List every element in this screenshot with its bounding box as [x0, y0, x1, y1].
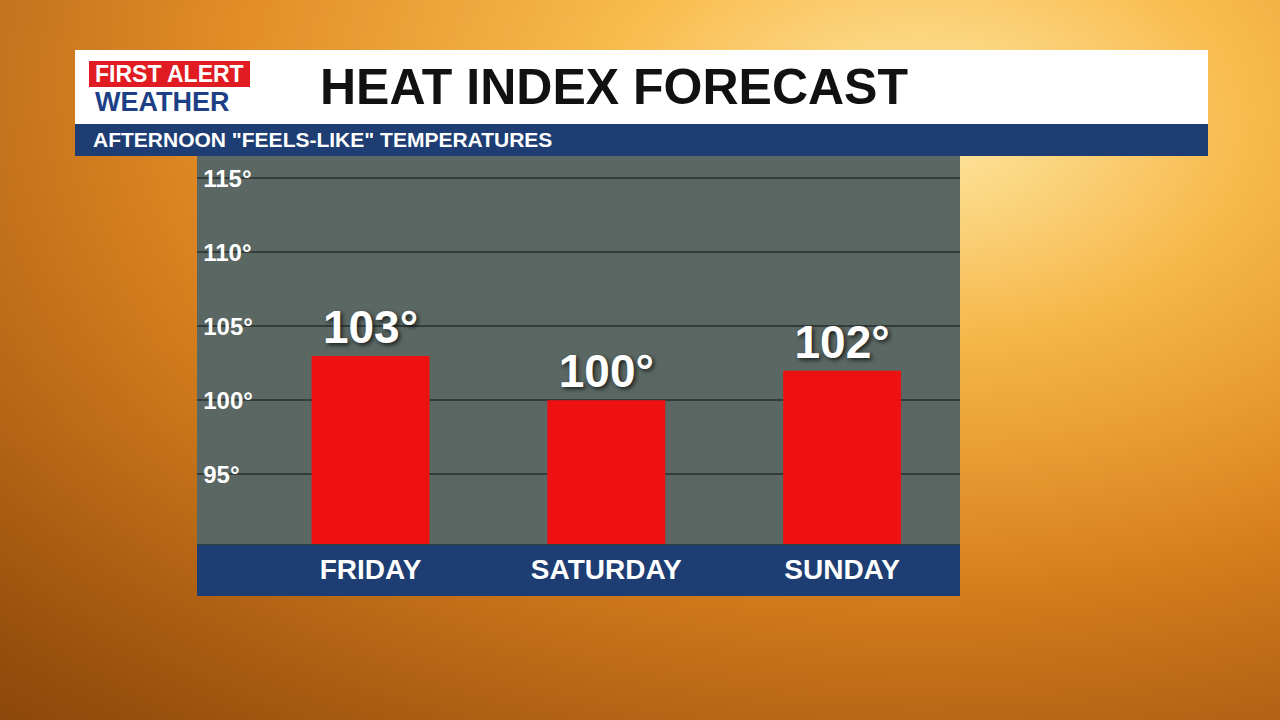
html-text:HEAT INDEX FORECAST: HEAT INDEX FORECAST	[320, 59, 908, 115]
svg-text:102°: 102°	[795, 316, 890, 368]
svg-text:FRIDAY: FRIDAY	[320, 554, 422, 585]
svg-text:115°: 115°	[203, 165, 251, 192]
svg-text:100°: 100°	[559, 345, 654, 397]
html-text:AFTERNOON "FEELS-LIKE" TEMPERA: AFTERNOON "FEELS-LIKE" TEMPERATURES	[93, 128, 553, 151]
svg-text:95°: 95°	[203, 461, 239, 488]
html-text:FIRST ALERT: FIRST ALERT	[95, 61, 244, 87]
svg-text:103°: 103°	[323, 301, 418, 353]
html-text:WEATHER: WEATHER	[95, 87, 230, 117]
svg-text:SUNDAY: SUNDAY	[784, 554, 900, 585]
svg-text:110°: 110°	[203, 239, 251, 266]
svg-text:105°: 105°	[203, 313, 253, 340]
svg-text:100°: 100°	[203, 387, 253, 414]
svg-text:SATURDAY: SATURDAY	[531, 554, 682, 585]
